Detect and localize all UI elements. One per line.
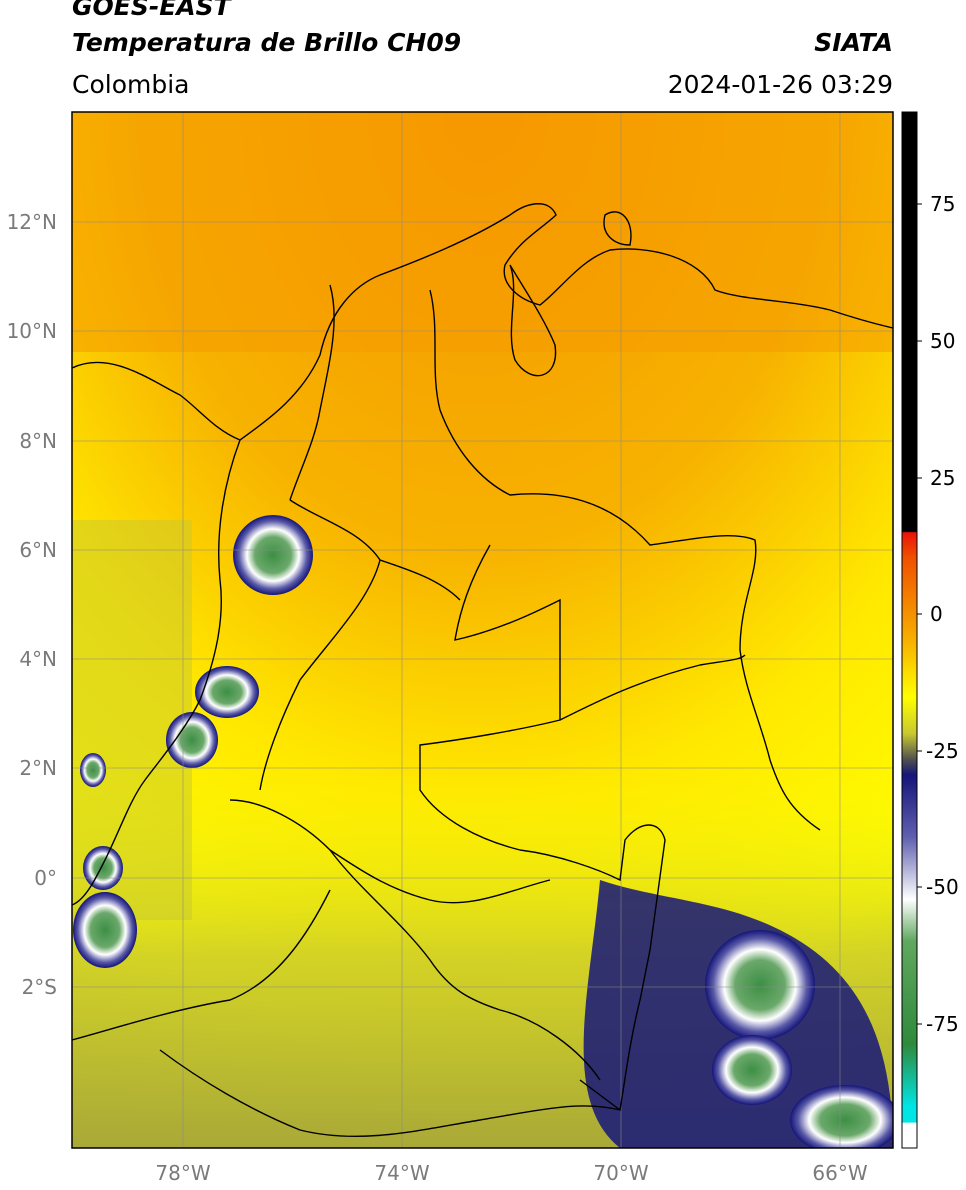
lat-label: 2°S: [22, 975, 57, 999]
cloud-cell-pacific-equator: [83, 846, 123, 890]
lat-label: 6°N: [19, 538, 57, 562]
longitude-axis: 78°W 74°W 70°W 66°W: [155, 1161, 867, 1185]
latitude-axis: 12°N 10°N 8°N 6°N 4°N 2°N 0° 2°S: [7, 210, 57, 999]
colorbar-tick-label: 0: [930, 602, 943, 626]
lat-label: 8°N: [19, 429, 57, 453]
lat-label: 4°N: [19, 647, 57, 671]
lon-label: 78°W: [155, 1161, 210, 1185]
lat-label: 12°N: [7, 210, 57, 234]
cloud-cell-amazon-north: [705, 930, 815, 1040]
colorbar-tick-label: 75: [930, 192, 955, 216]
lon-label: 74°W: [374, 1161, 429, 1185]
colorbar-ticks: [917, 203, 922, 1025]
lat-label: 2°N: [19, 756, 57, 780]
satellite-title: GOES-EAST: [72, 0, 231, 21]
graticule: [72, 112, 893, 1148]
cloud-cell-valle-north: [195, 666, 259, 718]
product-title: Temperatura de Brillo CH09: [72, 28, 462, 57]
timestamp-label: 2024-01-26 03:29: [667, 70, 893, 99]
colorbar: 75 50 25 0 -25 -50 -75: [901, 111, 959, 1149]
lat-label: 10°N: [7, 319, 57, 343]
map-panel: [72, 112, 893, 1148]
map-frame: [71, 111, 894, 1149]
colorbar-tick-label: -25: [926, 739, 959, 763]
caribbean-warm-region: [72, 112, 893, 352]
lat-label: 0°: [34, 866, 57, 890]
colorbar-tick-label: 25: [930, 466, 955, 490]
cloud-cell-valle-south: [166, 712, 218, 768]
colorbar-tick-label: -75: [926, 1012, 959, 1036]
colorbar-tick-label: -50: [926, 875, 959, 899]
cloud-cell-amazon-south: [790, 1085, 893, 1148]
lon-label: 66°W: [812, 1161, 867, 1185]
lon-label: 70°W: [593, 1161, 648, 1185]
cloud-cell-pacific-south: [73, 892, 137, 968]
colorbar-tick-label: 50: [930, 329, 955, 353]
source-label: SIATA: [814, 28, 893, 57]
coastlines-and-borders: [72, 203, 893, 1138]
region-subtitle: Colombia: [72, 70, 190, 99]
colorbar-scale: [901, 111, 918, 1149]
cloud-cell-pacific-small: [80, 753, 106, 787]
cloud-cell-antioquia: [233, 515, 313, 595]
cloud-cell-amazon-mid: [712, 1035, 792, 1105]
